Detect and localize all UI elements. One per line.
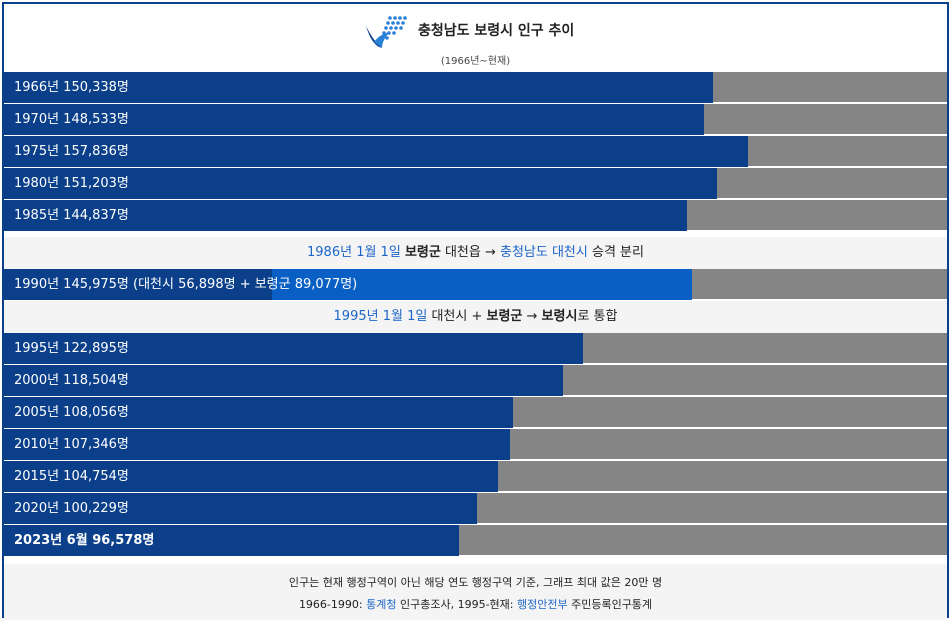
chungcheongnam-do-emblem-icon: [366, 16, 407, 48]
note1-city-link[interactable]: 충청남도 대천시: [500, 245, 588, 260]
bar-row: 1970년 148,533명: [4, 104, 947, 135]
bar-row: 2010년 107,346명: [4, 429, 947, 460]
bar-row: 2020년 100,229명: [4, 493, 947, 524]
bar: [4, 104, 704, 135]
bar-label: 2000년 118,504명: [14, 373, 129, 388]
bar: [4, 168, 717, 199]
footer-source-a: 1966-1990:: [298, 598, 367, 611]
bar-1990-boryeong-county: [272, 269, 692, 300]
note2-city: 보령시: [541, 309, 578, 324]
footer-link-mois[interactable]: 행정안전부: [516, 598, 568, 611]
note1-date: 1986년 1월 1일: [307, 245, 401, 260]
bar: [4, 429, 510, 460]
bar-label: 2010년 107,346명: [14, 437, 129, 452]
bar-1990-daecheon: [4, 269, 272, 300]
footer-sources: 1966-1990: 통계청 인구총조사, 1995-현재: 행정안전부 주민등…: [4, 596, 947, 612]
bar-label: 2005년 108,056명: [14, 405, 129, 420]
bar: [4, 493, 477, 524]
bar-row: 2000년 118,504명: [4, 365, 947, 396]
bar-label: 1975년 157,836명: [14, 144, 129, 159]
note2-arrow: →: [522, 309, 542, 324]
note-1995-merger: 1995년 1월 1일 대천시 + 보령군 → 보령시로 통합: [4, 301, 947, 333]
note1-county: 보령군: [404, 245, 441, 260]
bar: [4, 333, 583, 364]
bar-label: 2015년 104,754명: [14, 469, 129, 484]
bar-row: 1975년 157,836명: [4, 136, 947, 167]
bar-row: 2005년 108,056명: [4, 397, 947, 428]
chart-header: 충청남도 보령시 인구 추이 (1966년~현재): [4, 4, 947, 74]
note1-text: 대천읍 →: [440, 245, 500, 260]
bar-label: 1980년 151,203명: [14, 176, 129, 191]
bar-row: 2023년 6월 96,578명: [4, 525, 947, 556]
bar-label: 1995년 122,895명: [14, 341, 129, 356]
note2-suffix: 로 통합: [577, 309, 618, 324]
bar-row: 1980년 151,203명: [4, 168, 947, 199]
bar-row: 2015년 104,754명: [4, 461, 947, 492]
bar-row: 1985년 144,837명: [4, 200, 947, 231]
bar-label: 1970년 148,533명: [14, 112, 129, 127]
bar: [4, 397, 513, 428]
chart-subtitle: (1966년~현재): [440, 56, 511, 67]
bar-row-1990: 1990년 145,975명 (대천시 56,898명 + 보령군 89,077…: [4, 269, 947, 300]
bar: [4, 72, 713, 103]
bar-label: 1985년 144,837명: [14, 208, 129, 223]
bar: [4, 136, 748, 167]
bar: [4, 200, 687, 231]
footer-link-statistics-korea[interactable]: 통계청: [366, 598, 397, 611]
bar: [4, 525, 459, 556]
chart-title: 충청남도 보령시 인구 추이: [418, 23, 575, 39]
note1-suffix: 승격 분리: [587, 245, 644, 260]
bar-label: 2020년 100,229명: [14, 501, 129, 516]
bar: [4, 461, 498, 492]
footer-source-b: 인구총조사, 1995-현재:: [396, 598, 517, 611]
note-1986-separation: 1986년 1월 1일 보령군 대천읍 → 충청남도 대천시 승격 분리: [4, 237, 947, 269]
footer-note: 인구는 현재 행정구역이 아닌 해당 연도 행정구역 기준, 그래프 최대 값은…: [288, 576, 663, 589]
note2-text-a: 대천시 +: [427, 309, 487, 324]
bar-label-1990: 1990년 145,975명 (대천시 56,898명 + 보령군 89,077…: [14, 277, 358, 292]
bar-label: 2023년 6월 96,578명: [14, 533, 155, 548]
chart-footer: 인구는 현재 행정구역이 아닌 해당 연도 행정구역 기준, 그래프 최대 값은…: [4, 564, 947, 620]
footer-source-c: 주민등록인구통계: [567, 598, 653, 611]
note2-county: 보령군: [486, 309, 523, 324]
bar-row: 1995년 122,895명: [4, 333, 947, 364]
bar: [4, 365, 563, 396]
note2-date: 1995년 1월 1일: [333, 309, 428, 324]
bar-row: 1966년 150,338명: [4, 72, 947, 103]
bar-label: 1966년 150,338명: [14, 80, 129, 95]
